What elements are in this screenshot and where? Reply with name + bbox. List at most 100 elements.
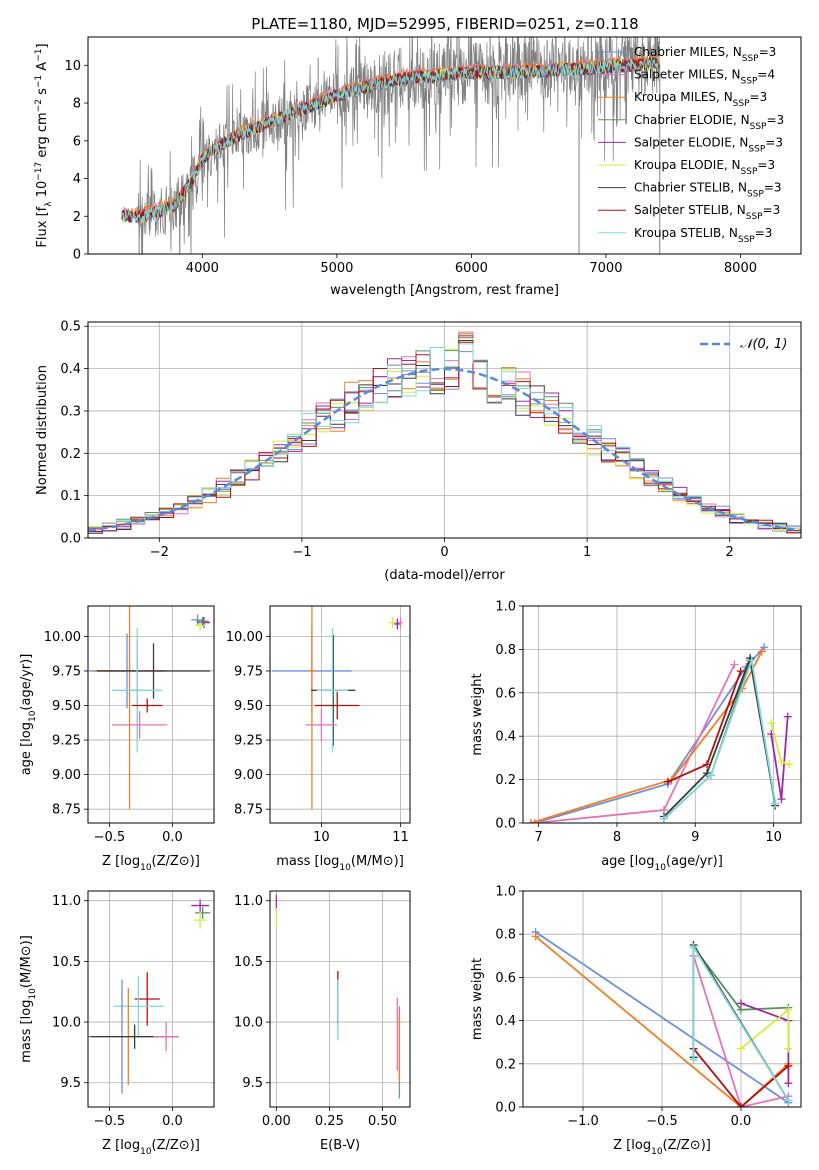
x-tick-label: 4000 [186,261,219,276]
weight-marker [659,814,668,823]
y-tick-label: 0.6 [495,686,516,701]
weight-marker [736,1103,745,1107]
y-tick-label: 10.5 [234,955,263,970]
axes-frame [269,605,411,824]
y-tick-label: 0.2 [495,1057,516,1072]
errorbar-point [398,617,403,629]
x-tick-label: −0.5 [94,1114,126,1129]
weight-marker [784,1079,793,1088]
x-axis-label: mass [log10(M/M⊙)] [276,854,404,873]
y-tick-label: 9.75 [52,664,81,679]
legend-label: Kroupa MILES, NSSP=3 [634,90,767,109]
y-tick-label: 10 [64,59,81,74]
errorbar-point [196,617,209,626]
plot-area-residuals [88,331,801,536]
x-tick-label: 11 [392,830,409,845]
x-tick-label: 7 [535,830,543,845]
weight-marker [777,795,786,804]
y-tick-label: 0.2 [60,447,81,462]
x-axis-label: (data-model)/error [384,568,505,583]
panel-age-vs-mass: 10 11 8.75 9.00 9.25 9.50 9.75 10.00 mass [log10… [226,605,411,873]
panel-age-vs-Z: −0.5 0.0 8.75 9.00 9.25 9.50 9.75 10.00 Z [log10… [19,605,215,873]
y-axis-label: mass weight [470,673,485,755]
y-tick-label: 2 [73,210,81,225]
x-tick-label: 0.50 [368,1114,397,1129]
weight-series-1 [534,646,765,823]
y-tick-label: 0.8 [495,643,516,658]
y-tick-label: 11.0 [52,894,81,909]
errorbar-point [388,617,397,629]
y-axis-label: Normed distribution [35,365,50,495]
y-tick-label: 0 [73,248,81,263]
y-tick-label: 6 [73,134,81,149]
y-tick-label: 0.0 [495,1101,516,1116]
x-tick-label: 0.25 [315,1114,344,1129]
x-tick-label: 7000 [589,261,622,276]
weight-marker [757,647,766,656]
y-tick-label: 9.25 [52,734,81,749]
y-axis-label: Flux [fλ 10−17 erg cm−2 s−1 A−1] [34,43,54,247]
plot-area-weight-vs-age [526,643,794,823]
y-tick-label: 0.2 [495,773,516,788]
axes-frame [269,890,411,1108]
weight-marker [736,667,745,676]
y-tick-label: 10.0 [52,1016,81,1031]
gaussian-curve [88,367,801,532]
weight-marker [747,656,756,665]
weight-marker [784,1061,793,1070]
weight-marker [784,1005,793,1014]
weight-marker [706,771,715,780]
x-tick-label: 10 [313,830,330,845]
weight-marker [530,819,539,823]
errorbar-point [96,643,211,699]
y-tick-label: 9.50 [52,699,81,714]
weight-series-9 [663,659,777,820]
errorbar-point [191,614,204,626]
weight-marker [703,760,712,769]
spectrum-data [137,37,660,254]
spectrum-model-9 [121,57,660,223]
weight-marker [777,758,786,767]
x-axis-label: Z [log10(Z/Z⊙)] [613,1138,711,1157]
y-tick-label: 10.00 [226,630,263,645]
y-tick-label: 9.00 [52,768,81,783]
errorbar-point [195,906,211,919]
axes-frame [87,36,802,255]
y-tick-label: 11.0 [234,894,263,909]
panel-weight-vs-age: 7 8 9 10 0.0 0.2 0.4 0.6 0.8 1.0 age [log10(age/yr… [470,600,802,873]
y-axis-label: age [log10(age/yr)] [19,654,38,776]
y-tick-label: 9.75 [234,664,263,679]
weight-marker [689,943,698,952]
y-tick-label: 8 [73,97,81,112]
errorbar-point [394,618,401,630]
weight-series-3 [692,955,789,1107]
weight-series-8 [692,1048,789,1107]
plot-area-spectrum [121,37,661,254]
y-tick-label: 0.6 [495,971,516,986]
y-tick-label: 9.50 [234,699,263,714]
weight-marker [767,719,776,728]
weight-marker [771,799,780,808]
errorbar-point [132,698,163,713]
y-tick-label: 8.75 [52,803,81,818]
legend-label: Chabrier ELODIE, NSSP=3 [634,113,784,132]
x-axis-label: E(B-V) [320,1138,360,1153]
y-tick-label: 10.0 [234,1016,263,1031]
panel-mass-vs-EBV: 0.00 0.25 0.50 9.5 10.0 10.5 11.0 E(B-V) [234,890,411,1153]
plot-area-age-vs-mass [272,606,403,810]
errorbar-point [191,899,209,912]
x-tick-label: −0.5 [94,830,126,845]
x-tick-label: 0 [440,545,448,560]
y-tick-label: 0.0 [60,532,81,547]
y-tick-label: 9.25 [234,734,263,749]
panel-weight-vs-Z: −1.0 −0.5 0.0 0.0 0.2 0.4 0.6 0.8 1.0 Z [log10(Z/… [470,885,802,1157]
legend-label: Chabrier MILES, NSSP=3 [634,45,776,64]
x-axis-label: age [log10(age/yr)] [601,854,723,873]
y-tick-label: 0.1 [60,489,81,504]
weight-marker [736,1044,745,1053]
panel-spectrum: 4000 5000 6000 7000 8000 0 2 4 6 8 10 Chabrier MILE… [34,36,802,298]
errorbar-point [193,911,207,929]
legend-label: Kroupa ELODIE, NSSP=3 [634,158,775,177]
